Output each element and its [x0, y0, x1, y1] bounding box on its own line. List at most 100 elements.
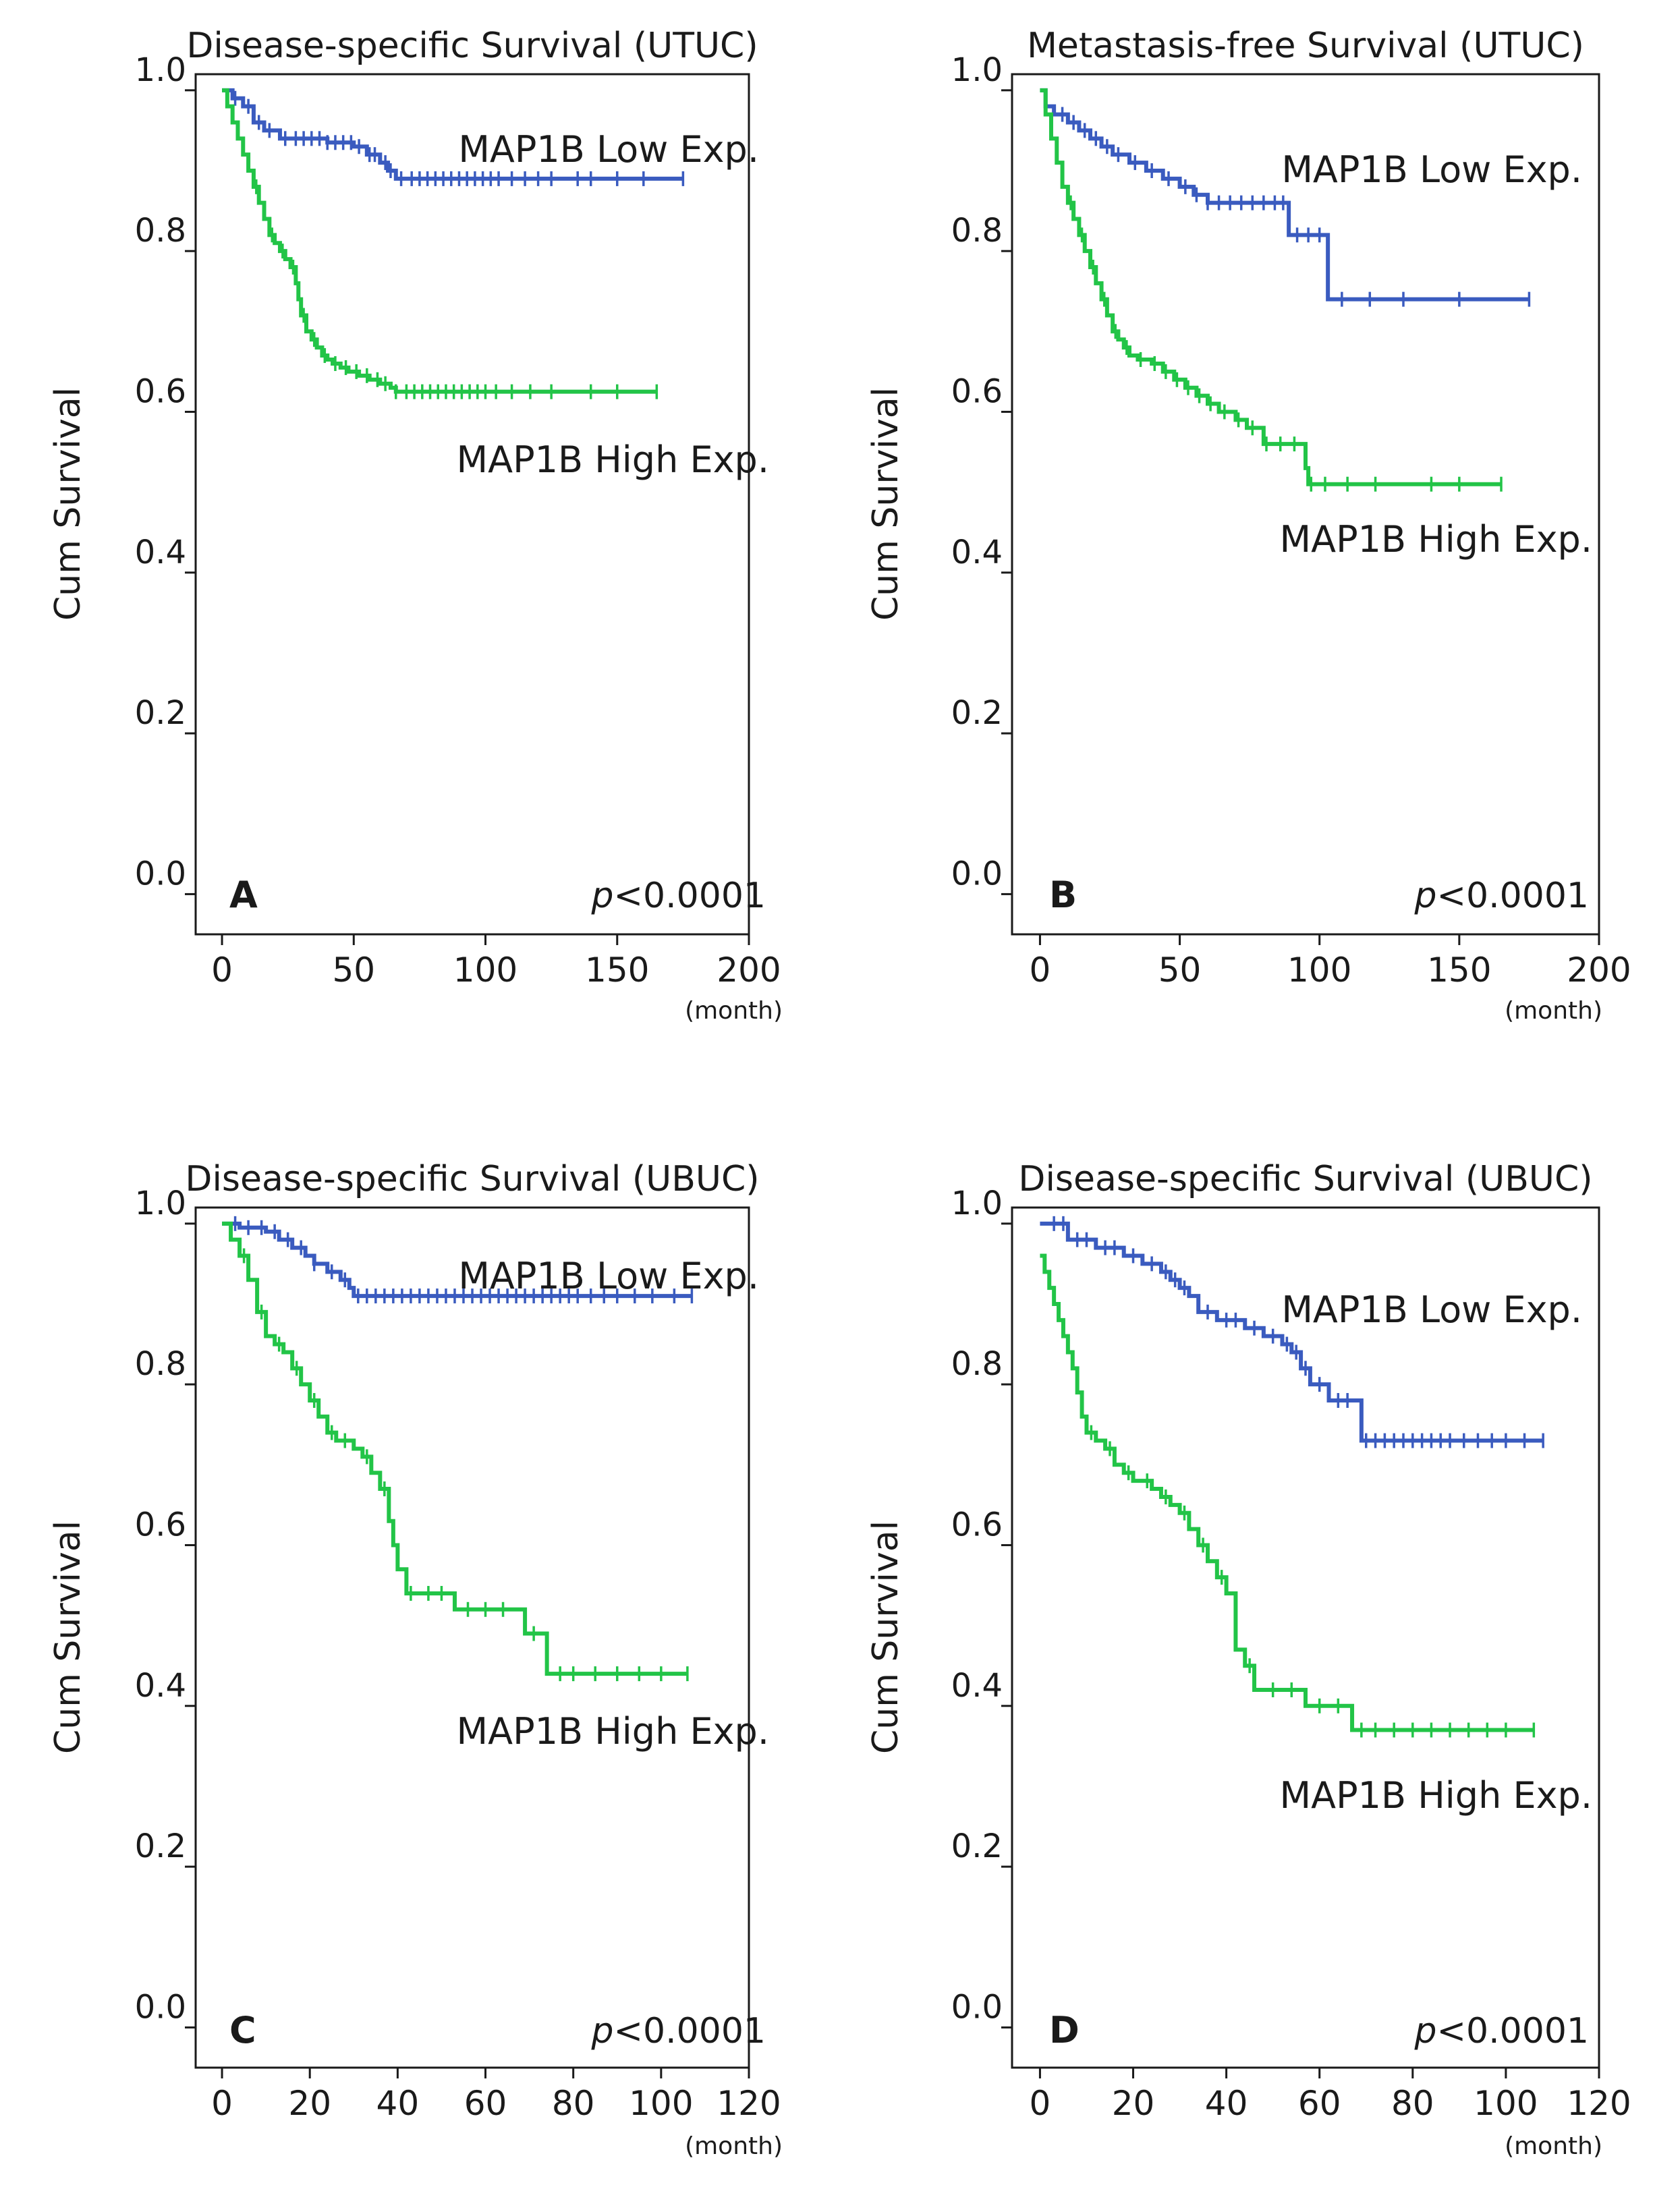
x-ticks: 0 50 100 150 200 — [211, 934, 781, 990]
x-tick-label: 0 — [211, 2084, 233, 2123]
p-symbol: p — [1413, 2011, 1436, 2051]
panel-letter: B — [1049, 874, 1077, 916]
y-axis-label: Cum Survival — [48, 387, 88, 621]
panel-d: Disease-specific Survival (UBUC) Cum Sur… — [866, 1159, 1631, 2160]
series-label-high: MAP1B High Exp. — [457, 1710, 769, 1753]
high-expression-curve — [1040, 1253, 1534, 1732]
x-tick-label: 0 — [1030, 951, 1051, 990]
y-tick-label: 1.0 — [951, 51, 1003, 89]
x-tick-label: 0 — [211, 951, 233, 990]
plot-frame — [1011, 73, 1600, 936]
series-label-high: MAP1B High Exp. — [457, 438, 769, 481]
y-tick-label: 0.6 — [135, 372, 186, 410]
x-tick-label: 60 — [1298, 2084, 1341, 2123]
y-tick-label: 0.2 — [135, 1827, 186, 1865]
y-tick-label: 0.4 — [135, 534, 186, 571]
y-tick-label: 0.0 — [135, 855, 186, 892]
y-tick-label: 0.2 — [951, 1827, 1003, 1865]
y-tick-label: 1.0 — [135, 51, 186, 89]
x-tick-label: 20 — [288, 2084, 331, 2123]
plot-frame — [194, 73, 750, 936]
x-tick-label: 200 — [1567, 951, 1631, 990]
panel-letter: C — [229, 2009, 256, 2051]
x-tick-label: 120 — [717, 2084, 781, 2123]
p-symbol: p — [1413, 876, 1436, 916]
low-expression-curve — [222, 1221, 692, 1299]
p-value: p<0.0001 — [590, 2011, 766, 2051]
x-ticks: 0 20 40 60 80 100 120 — [1030, 2068, 1631, 2123]
x-tick-label: 20 — [1112, 2084, 1155, 2123]
chart-title: Disease-specific Survival (UBUC) — [1018, 1159, 1592, 1199]
x-tick-label: 120 — [1567, 2084, 1631, 2123]
p-number: <0.0001 — [1436, 876, 1589, 916]
panel-letter: A — [229, 874, 258, 916]
series-label-low: MAP1B Low Exp. — [1281, 1288, 1582, 1331]
y-tick-label: 0.4 — [135, 1667, 186, 1705]
p-number: <0.0001 — [613, 876, 766, 916]
high-expression-curve — [222, 1221, 688, 1676]
x-tick-label: 40 — [376, 2084, 420, 2123]
p-symbol: p — [590, 876, 613, 916]
low-expression-curve — [1040, 88, 1530, 302]
y-ticks: 0.0 0.2 0.4 0.6 0.8 1.0 — [951, 51, 1012, 895]
x-tick-label: 50 — [1158, 951, 1202, 990]
x-tick-label: 80 — [552, 2084, 595, 2123]
y-ticks: 0.0 0.2 0.4 0.6 0.8 1.0 — [951, 1185, 1012, 2029]
high-expression-curve — [1040, 88, 1501, 486]
plot-frame — [1011, 1206, 1600, 2069]
y-tick-label: 0.8 — [135, 1345, 186, 1383]
survival-curves — [222, 1216, 694, 1682]
p-number: <0.0001 — [1436, 2011, 1589, 2051]
chart-title: Disease-specific Survival (UBUC) — [185, 1159, 759, 1199]
series-label-high: MAP1B High Exp. — [1280, 1774, 1592, 1817]
x-tick-label: 40 — [1205, 2084, 1248, 2123]
chart-title: Disease-specific Survival (UTUC) — [186, 26, 758, 66]
y-axis-label: Cum Survival — [866, 1521, 906, 1754]
y-tick-label: 1.0 — [951, 1185, 1003, 1222]
x-tick-label: 100 — [629, 2084, 693, 2123]
panel-c: Disease-specific Survival (UBUC) Cum Sur… — [48, 1159, 783, 2160]
chart-title: Metastasis-free Survival (UTUC) — [1027, 26, 1584, 66]
y-tick-label: 0.6 — [951, 372, 1003, 410]
y-tick-label: 1.0 — [135, 1185, 186, 1222]
x-tick-label: 200 — [717, 951, 781, 990]
x-tick-label: 50 — [332, 951, 375, 990]
x-unit-label: (month) — [1505, 2132, 1602, 2160]
x-ticks: 0 50 100 150 200 — [1030, 934, 1631, 990]
x-tick-label: 150 — [1427, 951, 1491, 990]
y-tick-label: 0.6 — [951, 1506, 1003, 1543]
x-tick-label: 150 — [585, 951, 649, 990]
x-tick-label: 80 — [1391, 2084, 1434, 2123]
y-axis-label: Cum Survival — [866, 387, 906, 621]
y-tick-label: 0.6 — [135, 1506, 186, 1543]
y-tick-label: 0.8 — [951, 1345, 1003, 1383]
series-label-low: MAP1B Low Exp. — [1281, 148, 1582, 191]
y-tick-label: 0.4 — [951, 534, 1003, 571]
x-tick-label: 100 — [1474, 2084, 1538, 2123]
plot-frame — [194, 1206, 750, 2069]
panel-letter: D — [1049, 2009, 1080, 2051]
survival-curves — [1040, 1216, 1544, 1738]
x-tick-label: 100 — [453, 951, 517, 990]
p-number: <0.0001 — [613, 2011, 766, 2051]
y-tick-label: 0.0 — [951, 855, 1003, 892]
series-label-high: MAP1B High Exp. — [1280, 518, 1592, 561]
x-unit-label: (month) — [685, 997, 783, 1025]
y-tick-label: 0.8 — [951, 212, 1003, 250]
x-tick-label: 60 — [464, 2084, 507, 2123]
y-tick-label: 0.8 — [135, 212, 186, 250]
y-tick-label: 0.4 — [951, 1667, 1003, 1705]
x-tick-label: 0 — [1030, 2084, 1051, 2123]
survival-curves — [1040, 88, 1531, 492]
p-symbol: p — [590, 2011, 613, 2051]
y-tick-label: 0.0 — [135, 1988, 186, 2026]
x-ticks: 0 20 40 60 80 100 120 — [211, 2068, 781, 2123]
y-axis-label: Cum Survival — [48, 1521, 88, 1754]
series-label-low: MAP1B Low Exp. — [458, 128, 759, 171]
p-value: p<0.0001 — [1413, 2011, 1589, 2051]
p-value: p<0.0001 — [1413, 876, 1589, 916]
x-tick-label: 100 — [1287, 951, 1351, 990]
p-value: p<0.0001 — [590, 876, 766, 916]
x-unit-label: (month) — [1505, 997, 1602, 1025]
series-label-low: MAP1B Low Exp. — [458, 1255, 759, 1297]
